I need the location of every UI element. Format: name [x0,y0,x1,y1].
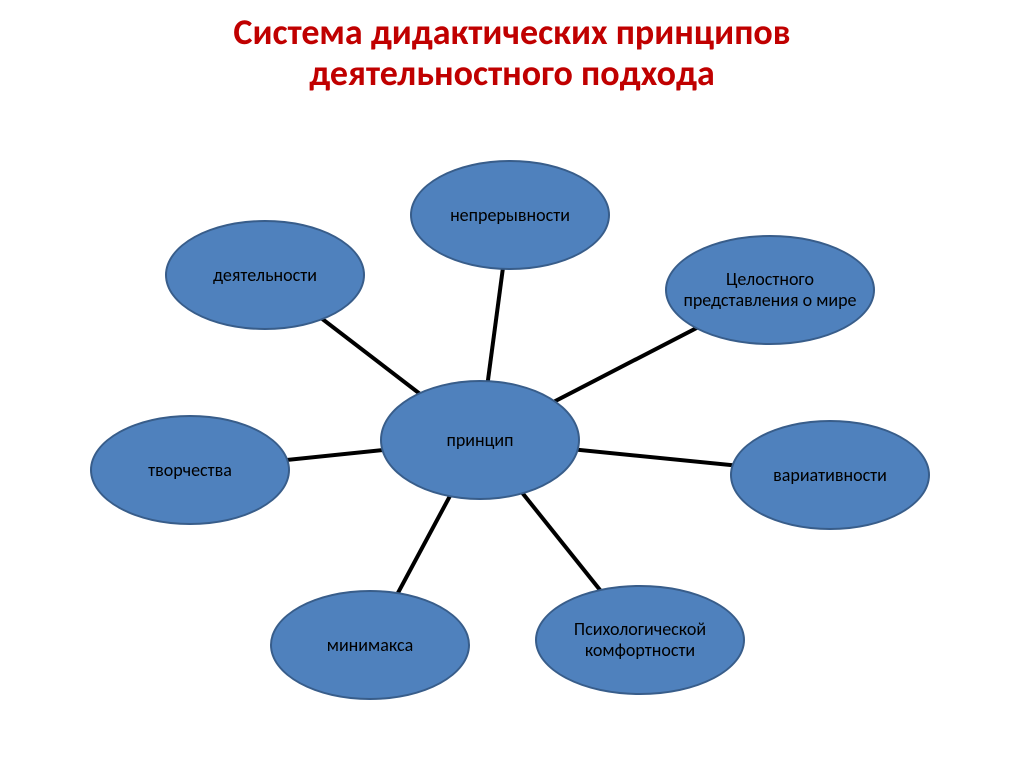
node-activity-label: деятельности [203,265,327,286]
node-minimax: минимакса [270,590,470,700]
node-holistic-label: Целостного представления о мире [667,269,873,310]
node-variability: вариативности [730,420,930,530]
node-center: принцип [380,380,580,500]
node-variability-label: вариативности [763,465,897,486]
node-creativity: творчества [90,415,290,525]
node-center-label: принцип [436,430,523,451]
node-creativity-label: творчества [138,460,242,481]
node-continuity: непрерывности [410,160,610,270]
node-minimax-label: минимакса [317,635,423,656]
node-holistic: Целостного представления о мире [665,235,875,345]
node-activity: деятельности [165,220,365,330]
diagram-canvas: принцип непрерывности деятельности Целостно… [0,0,1024,767]
node-comfort: Психологической комфортности [535,585,745,695]
node-comfort-label: Психологической комфортности [537,619,743,660]
node-continuity-label: непрерывности [440,205,580,226]
